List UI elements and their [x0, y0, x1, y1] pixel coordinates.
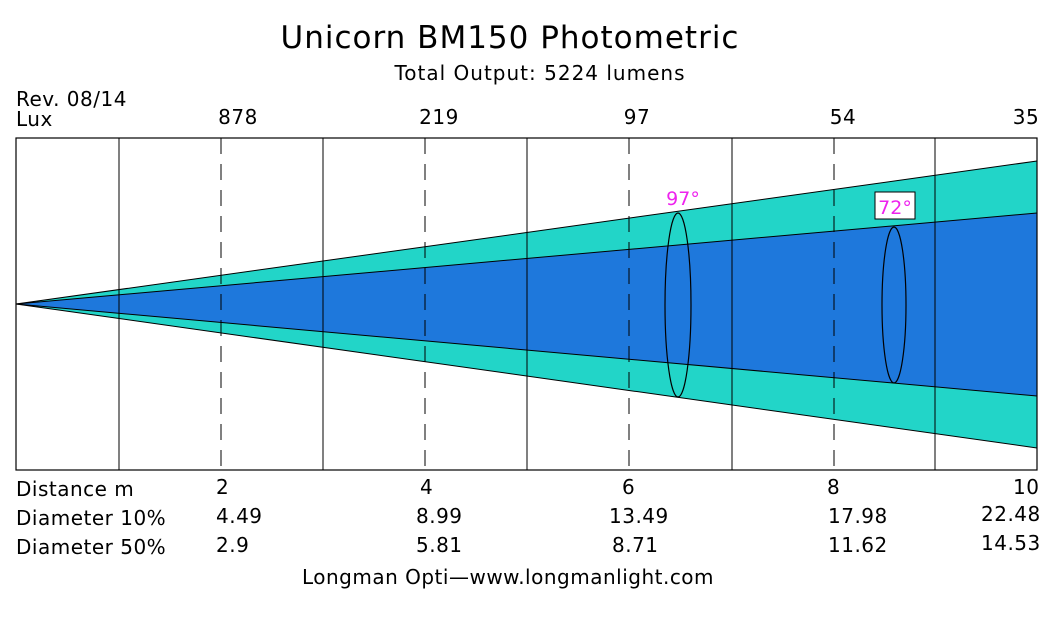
lux-value-10m: 35	[1013, 105, 1039, 129]
lux-value-4m: 219	[419, 105, 459, 129]
diameter-50-2m: 2.9	[216, 533, 249, 557]
beam-angle-10: 97°	[666, 188, 700, 210]
diameter-50-8m: 11.62	[828, 533, 888, 557]
lux-value-6m: 97	[624, 105, 650, 129]
distance-2m: 2	[216, 475, 229, 499]
distance-8m: 8	[827, 475, 840, 499]
lux-value-2m: 878	[218, 105, 258, 129]
beam-50-cross-section	[881, 226, 907, 384]
diagram-frame	[15, 137, 1038, 471]
diameter-10-2m: 4.49	[216, 504, 263, 528]
diagram-title: Unicorn BM150 Photometric	[281, 20, 740, 56]
diameter-10-6m: 13.49	[609, 504, 669, 528]
diameter-10-10m: 22.48	[981, 502, 1041, 526]
distance-4m: 4	[420, 475, 433, 499]
distance-6m: 6	[622, 475, 635, 499]
footer-credit: Longman Opti—www.longmanlight.com	[302, 565, 714, 589]
diameter-10-label: Diameter 10%	[16, 506, 166, 530]
lux-label: Lux	[16, 107, 53, 131]
diameter-50-6m: 8.71	[612, 533, 659, 557]
total-output: Total Output: 5224 lumens	[393, 61, 685, 85]
beam-angle-50: 72°	[878, 197, 912, 219]
distance-10m: 10	[1013, 475, 1039, 499]
distance-label: Distance m	[16, 477, 134, 501]
diameter-50-4m: 5.81	[416, 533, 463, 557]
beam-angle-50-box	[874, 191, 916, 220]
diameter-50-10m: 14.53	[981, 531, 1041, 555]
lux-value-8m: 54	[830, 105, 856, 129]
diameter-50-label: Diameter 50%	[16, 535, 166, 559]
diameter-10-4m: 8.99	[416, 504, 463, 528]
diameter-10-8m: 17.98	[828, 504, 888, 528]
revision-label: Rev. 08/14	[16, 87, 127, 111]
beam-10-cross-section	[664, 212, 692, 398]
